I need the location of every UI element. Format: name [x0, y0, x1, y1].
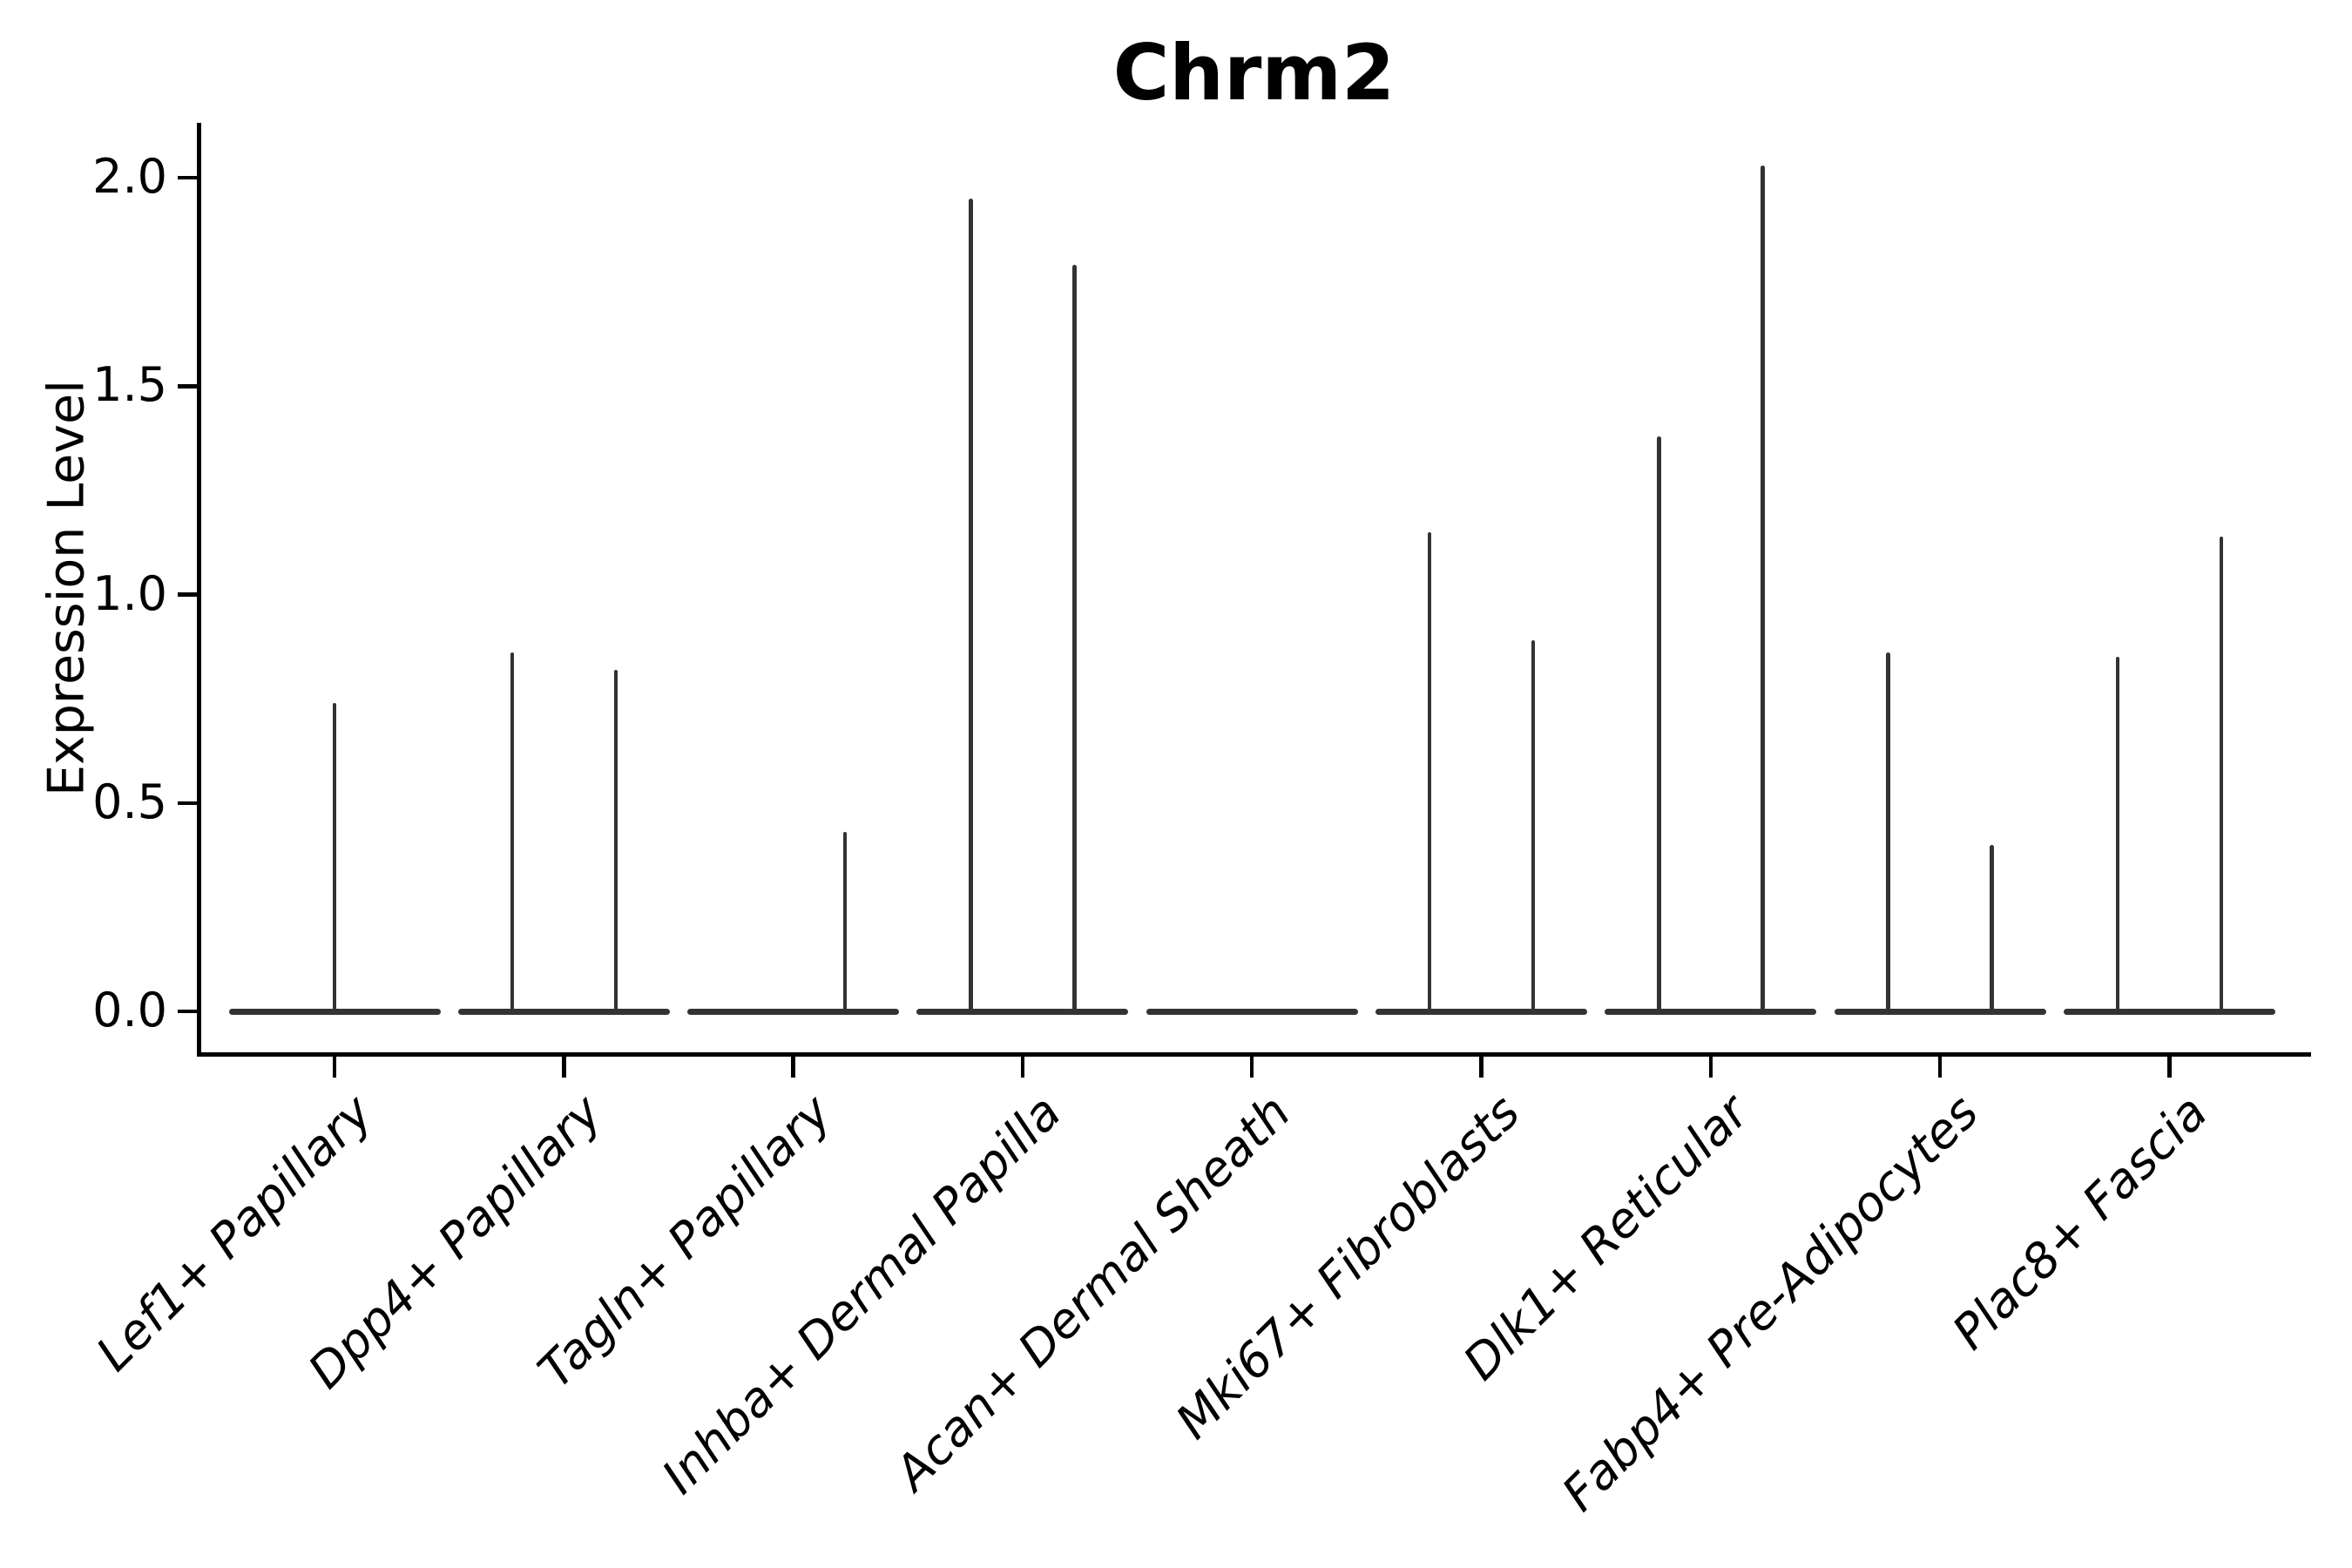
y-tick-label: 1.0 — [92, 565, 167, 621]
y-tick-label: 2.0 — [92, 148, 167, 204]
x-axis-spine — [197, 1052, 2311, 1057]
violin-spike — [2219, 536, 2224, 1014]
violin-spike — [1990, 844, 1994, 1014]
violin-spike — [613, 669, 618, 1014]
x-tick-mark — [1937, 1056, 1943, 1078]
violin-spike — [969, 198, 973, 1014]
violin-baseline — [2063, 1008, 2275, 1015]
violin-baseline — [1375, 1008, 1587, 1015]
x-tick-label: Fabp4+ Pre-Adipocytes — [1551, 1084, 1989, 1522]
x-tick-mark — [2167, 1056, 2172, 1078]
y-tick-mark — [178, 175, 197, 180]
y-axis-label: Expression Level — [37, 380, 96, 796]
violin-baseline — [1146, 1008, 1358, 1015]
y-tick-label: 1.5 — [92, 357, 167, 413]
x-tick-mark — [791, 1056, 795, 1078]
y-tick-label: 0.5 — [92, 774, 167, 829]
violin-baseline — [1834, 1008, 2046, 1015]
violin-baseline — [457, 1008, 670, 1015]
plot-title: Chrm2 — [1112, 28, 1396, 118]
violin-spike — [2115, 657, 2120, 1014]
x-tick-label: Inhba+ Dermal Papilla — [651, 1084, 1071, 1504]
x-tick-mark — [332, 1056, 337, 1078]
violin-spike — [1427, 531, 1432, 1014]
violin-baseline — [916, 1008, 1129, 1015]
y-tick-mark — [178, 1009, 197, 1014]
violin-baseline — [687, 1008, 900, 1015]
x-tick-mark — [1708, 1056, 1713, 1078]
y-tick-mark — [178, 801, 197, 805]
y-axis-spine — [197, 123, 201, 1057]
violin-spike — [510, 652, 515, 1014]
violin-spike — [1761, 165, 1765, 1014]
x-tick-label: Acan+ Dermal Sheath — [883, 1084, 1301, 1501]
violin-spike — [1072, 265, 1077, 1014]
violin-spike — [842, 832, 848, 1014]
x-tick-mark — [562, 1056, 566, 1078]
y-tick-label: 0.0 — [92, 982, 167, 1037]
x-tick-mark — [1020, 1056, 1025, 1078]
violin-spike — [1886, 652, 1890, 1014]
x-tick-mark — [1479, 1056, 1484, 1078]
violin-baseline — [1605, 1008, 1817, 1015]
violin-spike — [332, 702, 337, 1014]
y-tick-mark — [178, 592, 197, 597]
y-tick-mark — [178, 384, 197, 389]
violin-spike — [1657, 436, 1661, 1014]
violin-spike — [1531, 640, 1536, 1014]
x-tick-mark — [1249, 1056, 1254, 1078]
x-tick-label: Plac8+ Fascia — [1942, 1084, 2219, 1361]
